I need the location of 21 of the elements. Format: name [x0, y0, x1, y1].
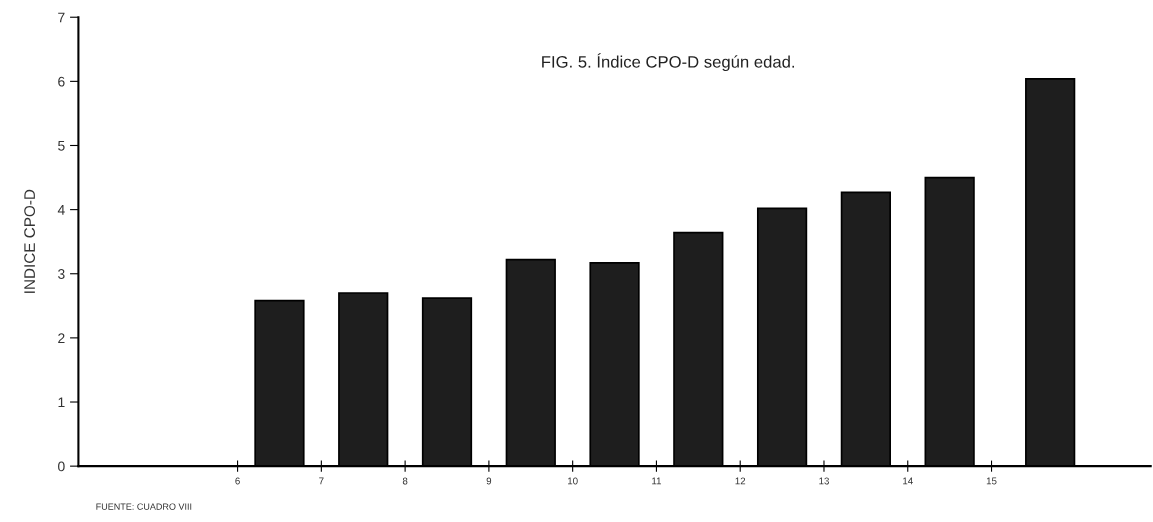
y-tick-label: 7 [58, 12, 65, 23]
y-tick-label: 1 [58, 397, 65, 408]
y-tick-label: 6 [58, 76, 65, 87]
x-tick-label: 9 [486, 477, 492, 485]
x-tick-label: 7 [319, 477, 324, 485]
y-tick-label: 4 [57, 205, 65, 215]
y-tick-label: 3 [58, 269, 65, 279]
y-tick-label: 2 [58, 333, 65, 343]
source-note: FUENTE: CUADRO VIII [96, 503, 192, 510]
x-tick-label: 14 [903, 477, 913, 485]
x-tick-label: 11 [652, 477, 662, 485]
x-tick-label: 6 [235, 477, 240, 485]
y-axis-title: INDICE CPO-D [24, 189, 36, 293]
x-tick-label: 12 [735, 477, 746, 485]
y-tick-label: 0 [58, 461, 65, 472]
x-tick-label: 15 [986, 477, 997, 485]
x-tick-label: 13 [819, 477, 829, 485]
x-tick-label: 8 [402, 477, 408, 485]
x-tick-label: 10 [568, 477, 578, 485]
y-tick-label: 5 [58, 140, 65, 151]
text: FIG. 5. Índice CPO-D según edad. [542, 53, 795, 72]
